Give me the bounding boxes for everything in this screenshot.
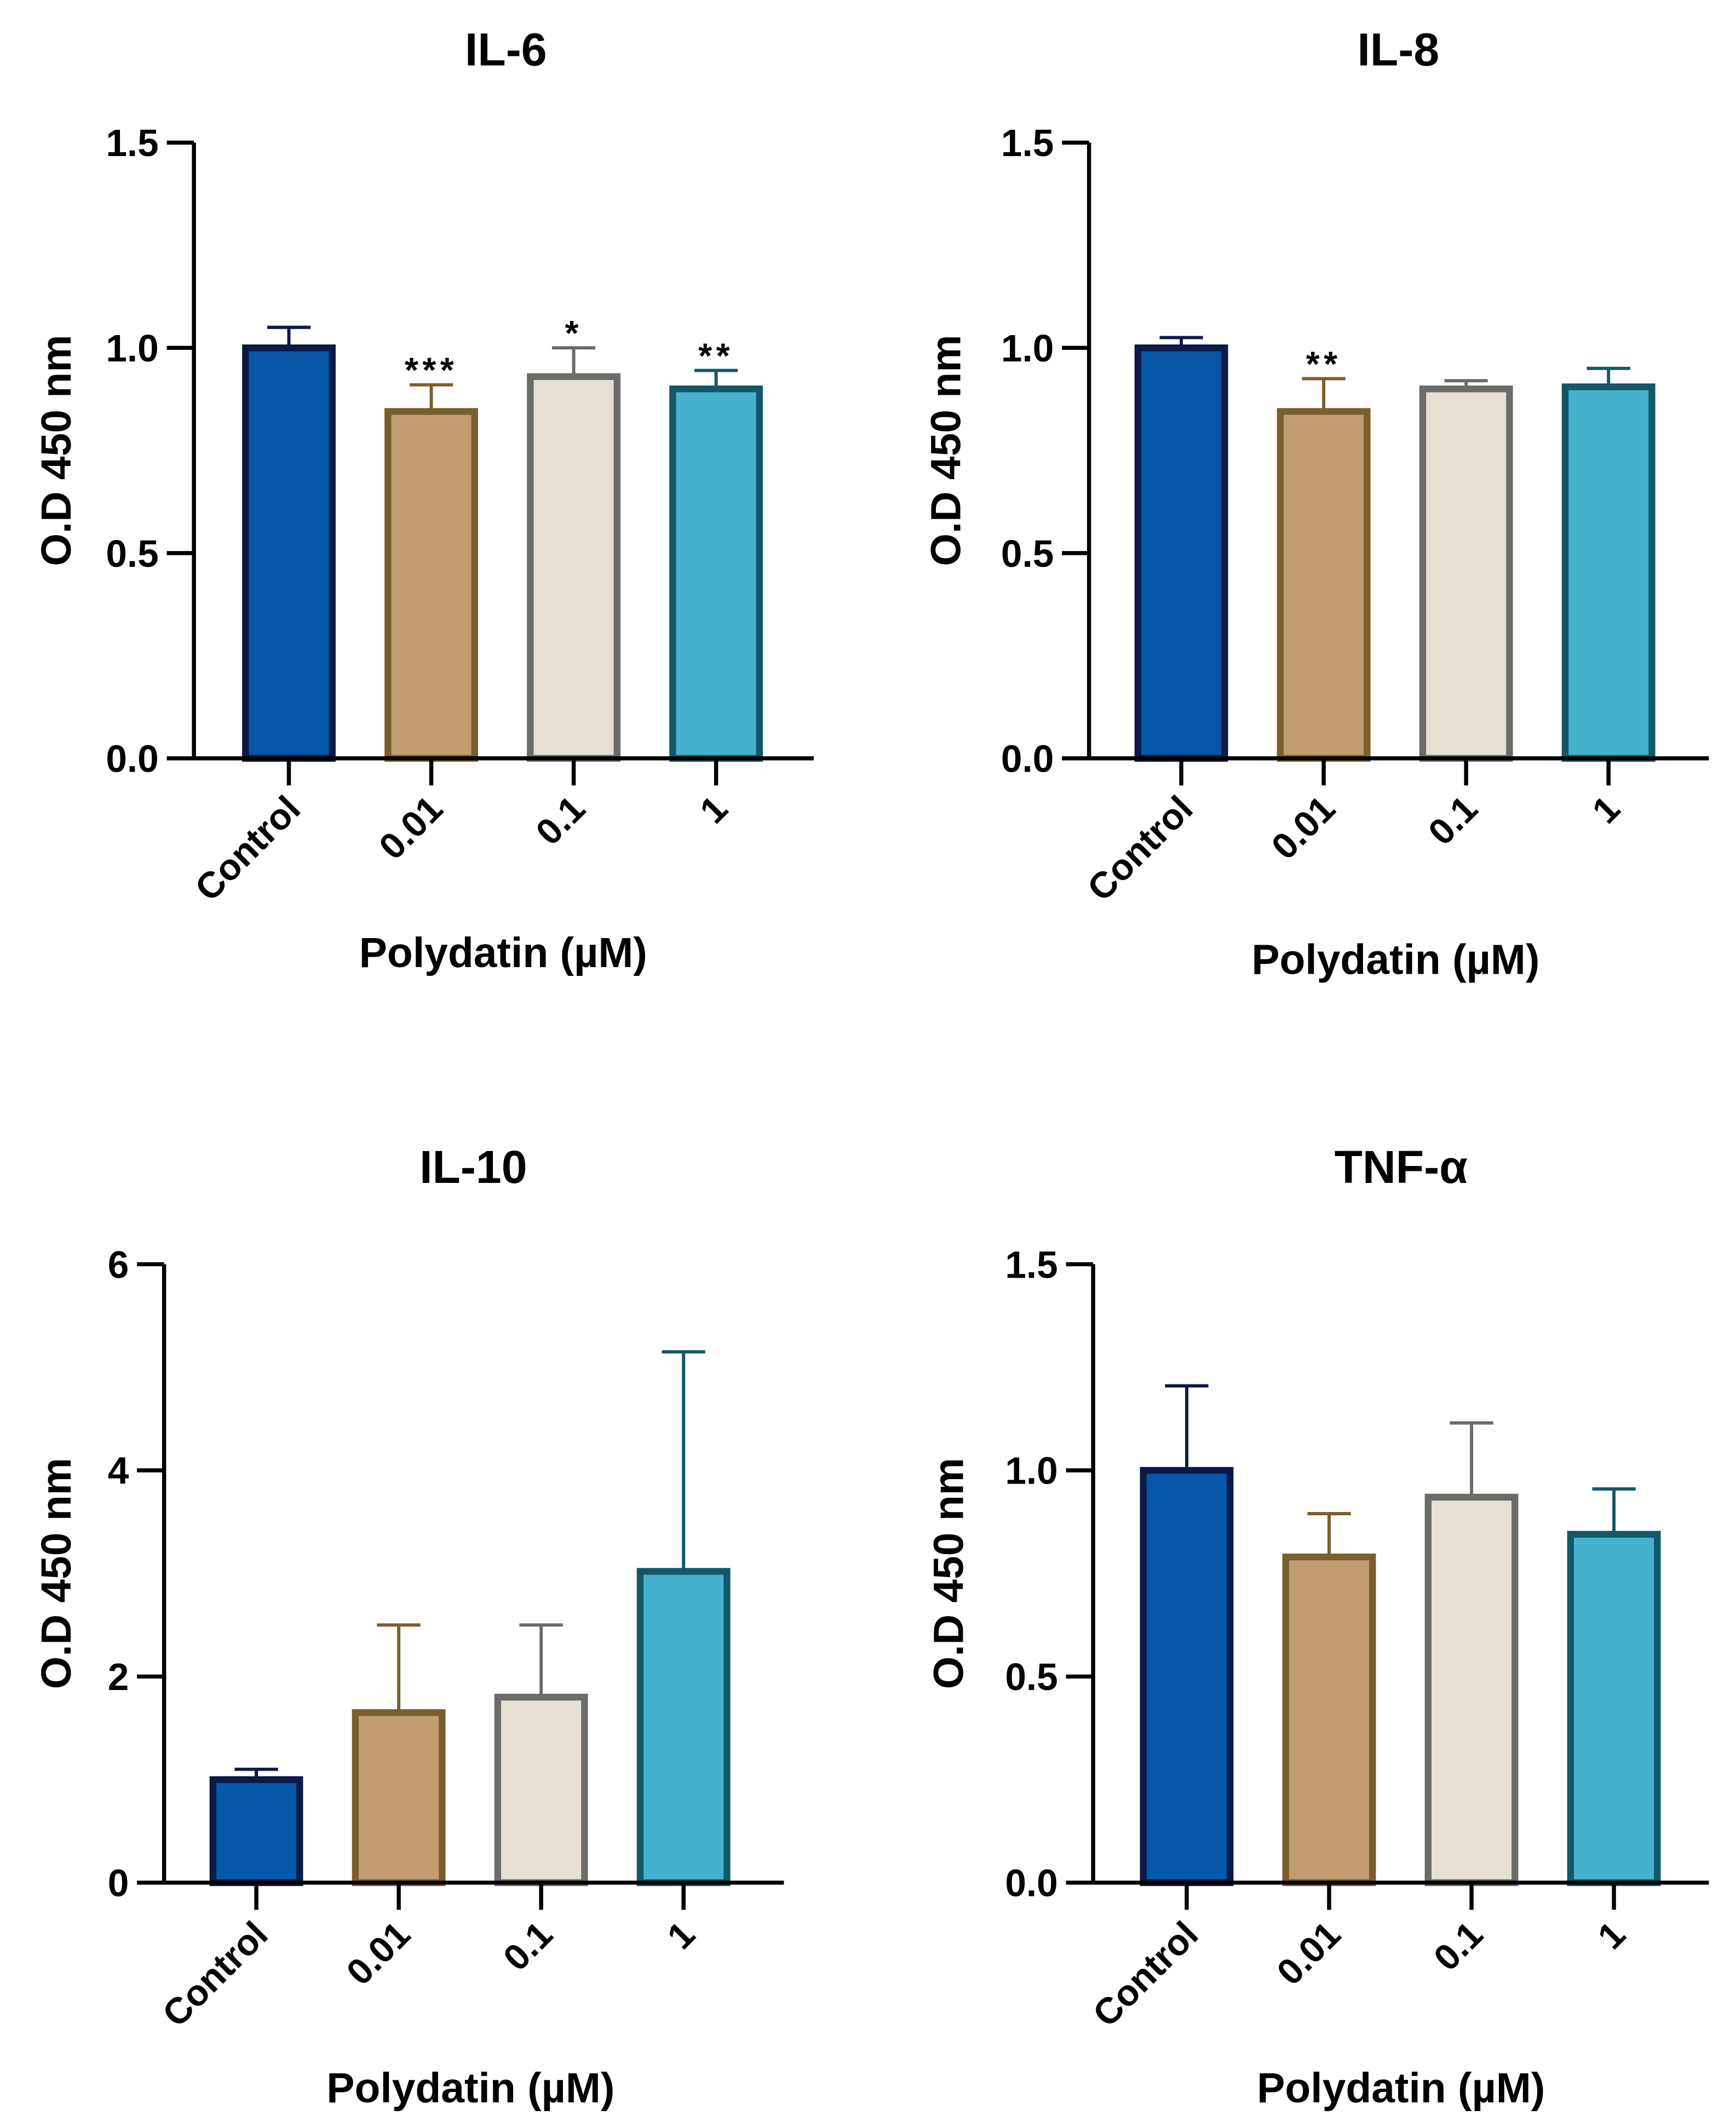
x-axis-label: Polydatin (µM) — [359, 930, 647, 976]
bar-0.01 — [352, 1709, 446, 1887]
chart-panel-2: IL-8 O.D 450 nm Polydatin (µM) Control ** 0.0… — [923, 24, 1709, 984]
x-tick-label: 1 — [692, 788, 735, 831]
x-tick-label: 0.01 — [338, 1913, 418, 1993]
x-tick-label: 1 — [1584, 788, 1628, 831]
bar-0.1 — [527, 373, 621, 762]
y-axis-label: O.D 450 nm — [33, 335, 80, 566]
x-tick-label: 0.1 — [1421, 788, 1486, 853]
x-tick-label: 0.1 — [528, 788, 593, 853]
bar-0.01 — [384, 408, 478, 762]
bar-0.1 — [1419, 385, 1513, 762]
bar-0.01 — [1282, 1553, 1376, 1887]
x-axis-label: Polydatin (µM) — [1251, 937, 1539, 984]
significance-label: ** — [698, 336, 734, 375]
y-tick-label: 4 — [108, 1450, 129, 1492]
x-axis-label: Polydatin (µM) — [326, 2065, 614, 2112]
significance-label: *** — [405, 350, 458, 390]
y-tick-label: 0 — [108, 1862, 129, 1905]
y-tick-label: 1.0 — [1005, 1450, 1057, 1492]
y-tick-label: 2 — [108, 1655, 129, 1698]
chart-panel-3: IL-10 O.D 450 nm Polydatin (µM) Control 0.01… — [33, 1141, 784, 2112]
x-tick-label: Control — [154, 1913, 275, 2034]
y-tick-label: 1.0 — [1001, 327, 1054, 370]
y-tick-label: 1.5 — [106, 122, 158, 164]
x-axis-label: Polydatin (µM) — [1257, 2065, 1545, 2112]
bar-0.01 — [1277, 408, 1371, 762]
significance-label: * — [565, 313, 582, 353]
x-tick-label: Control — [187, 788, 308, 909]
y-axis-label: O.D 450 nm — [926, 1458, 972, 1689]
y-tick-label: 0.0 — [106, 738, 158, 780]
y-axis-label: O.D 450 nm — [33, 1458, 80, 1689]
significance-label: ** — [1306, 344, 1342, 383]
x-tick-label: 0.01 — [371, 788, 451, 867]
x-tick-label: 1 — [659, 1913, 703, 1957]
bar-1 — [1567, 1531, 1661, 1887]
x-tick-label: 0.1 — [1426, 1913, 1491, 1979]
y-tick-label: 1.5 — [1001, 122, 1054, 164]
chart-title: IL-10 — [419, 1141, 527, 1193]
bar-1 — [636, 1568, 731, 1887]
y-tick-label: 0.5 — [1005, 1655, 1057, 1698]
bar-0.1 — [494, 1693, 588, 1887]
x-tick-label: 0.1 — [496, 1913, 561, 1979]
bar-1 — [1561, 383, 1655, 762]
x-tick-label: Control — [1085, 1913, 1206, 2034]
y-tick-label: 0.5 — [106, 532, 158, 575]
x-tick-label: Control — [1079, 788, 1200, 909]
y-tick-label: 1.5 — [1005, 1243, 1057, 1286]
x-tick-label: 0.01 — [1263, 788, 1343, 867]
chart-title: TNF-α — [1335, 1141, 1468, 1193]
chart-title: IL-8 — [1358, 24, 1440, 75]
x-tick-label: 1 — [1590, 1913, 1633, 1957]
bar-Control — [209, 1776, 303, 1887]
y-tick-label: 1.0 — [106, 327, 158, 370]
y-tick-label: 6 — [108, 1243, 129, 1286]
y-tick-label: 0.5 — [1001, 532, 1054, 575]
x-tick-label: 0.01 — [1269, 1913, 1348, 1993]
y-axis-label: O.D 450 nm — [923, 335, 969, 566]
bar-Control — [1140, 1467, 1234, 1887]
chart-title: IL-6 — [465, 24, 547, 75]
bar-0.1 — [1424, 1493, 1519, 1887]
y-tick-label: 0.0 — [1001, 738, 1054, 780]
y-tick-label: 0.0 — [1005, 1862, 1057, 1905]
bar-Control — [242, 344, 336, 762]
bar-Control — [1134, 344, 1228, 762]
bar-1 — [669, 385, 763, 762]
